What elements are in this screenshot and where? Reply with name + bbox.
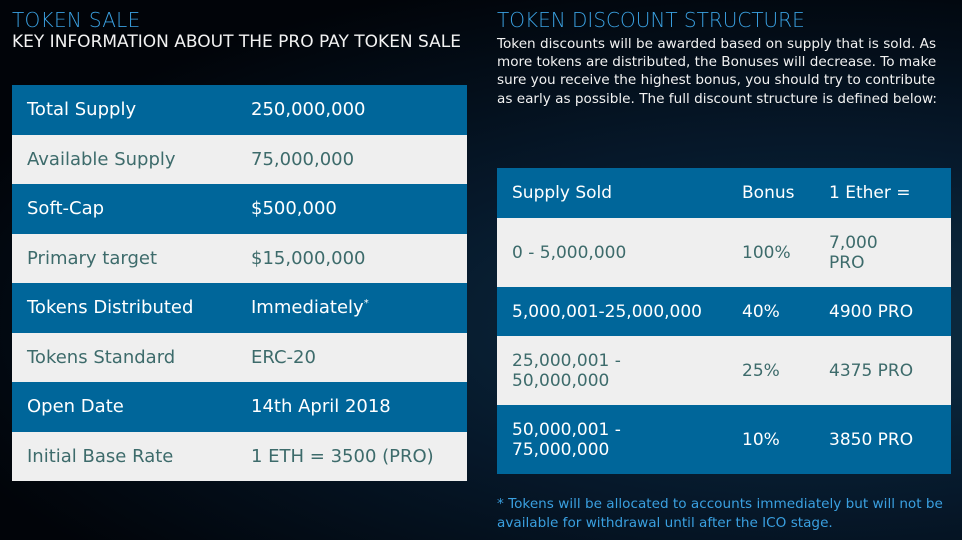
row-value: 1 ETH = 3500 (PRO) [251,445,434,467]
row-value: 14th April 2018 [251,396,391,418]
header-supply: Supply Sold [512,183,613,203]
row-label: Primary target [27,247,158,269]
table-header: Supply Sold Bonus 1 Ether = [497,168,951,218]
row-value: $15,000,000 [251,247,366,269]
discount-description: Token discounts will be awarded based on… [497,36,937,107]
bonus-cell: 10% [742,429,780,450]
row-label: Tokens Standard [27,346,176,368]
key-info-table: Total Supply 250,000,000 Available Supply… [12,85,467,481]
row-value: ERC-20 [251,346,316,368]
table-row: Soft-Cap $500,000 [12,184,467,234]
ether-cell: 4375 PRO [829,360,914,381]
table-row: 25,000,001 - 50,000,000 25% 4375 PRO [497,336,951,405]
bonus-cell: 40% [742,301,780,322]
footnote: * Tokens will be allocated to accounts i… [497,496,943,531]
row-value: 250,000,000 [251,99,366,121]
row-label: Open Date [27,396,124,418]
table-row: 5,000,001-25,000,000 40% 4900 PRO [497,287,951,336]
table-row: 50,000,001 - 75,000,000 10% 3850 PRO [497,405,951,474]
table-row: Tokens Distributed Immediately* [12,283,467,333]
table-row: 0 - 5,000,000 100% 7,000 PRO [497,218,951,287]
bonus-cell: 100% [742,242,791,263]
row-label: Total Supply [27,99,137,121]
supply-cell: 50,000,001 - 75,000,000 [512,419,621,460]
table-row: Open Date 14th April 2018 [12,382,467,432]
ether-cell: 3850 PRO [829,429,914,450]
supply-cell: 25,000,001 - 50,000,000 [512,350,621,391]
row-label: Soft-Cap [27,198,105,220]
ether-cell: 4900 PRO [829,301,914,322]
header-bonus: Bonus [742,183,795,203]
ether-cell: 7,000 PRO [829,232,878,273]
row-label: Initial Base Rate [27,445,174,467]
table-row: Initial Base Rate 1 ETH = 3500 (PRO) [12,431,467,481]
footnote-marker: * [363,298,369,310]
value-text: Immediately [251,297,364,319]
table-row: Available Supply 75,000,000 [12,134,467,184]
supply-cell: 5,000,001-25,000,000 [512,301,702,322]
table-row: Tokens Standard ERC-20 [12,332,467,382]
discount-table: Supply Sold Bonus 1 Ether = 0 - 5,000,000 1… [497,168,951,474]
bonus-cell: 25% [742,360,780,381]
token-sale-title: TOKEN SALE [12,8,141,32]
table-row: Primary target $15,000,000 [12,233,467,283]
row-value: 75,000,000 [251,148,355,170]
row-label: Available Supply [27,148,176,170]
token-sale-subtitle: KEY INFORMATION ABOUT THE PRO PAY TOKEN … [12,32,462,52]
header-ether: 1 Ether = [829,183,911,203]
supply-cell: 0 - 5,000,000 [512,242,627,263]
row-value: Immediately* [251,297,369,318]
discount-title: TOKEN DISCOUNT STRUCTURE [497,8,805,32]
table-row: Total Supply 250,000,000 [12,85,467,135]
row-label: Tokens Distributed [27,297,194,319]
row-value: $500,000 [251,198,337,220]
